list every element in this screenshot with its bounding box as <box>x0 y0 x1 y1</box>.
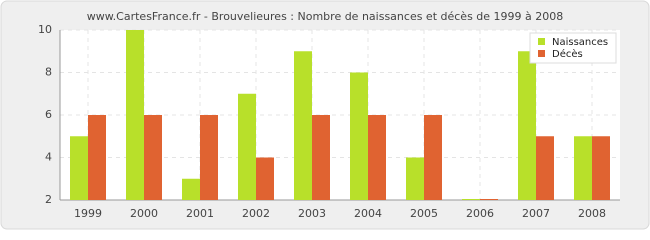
bar <box>200 115 218 200</box>
bar <box>406 157 424 200</box>
bar <box>70 136 88 200</box>
y-tick-label: 2 <box>45 193 52 206</box>
bar <box>238 93 256 200</box>
bar <box>480 199 498 200</box>
bar <box>368 115 386 200</box>
legend-swatch <box>538 38 545 45</box>
y-tick-label: 6 <box>45 108 52 121</box>
bar <box>144 115 162 200</box>
x-tick-label: 2000 <box>130 207 158 220</box>
x-tick-label: 2008 <box>578 207 606 220</box>
x-tick-label: 2007 <box>522 207 550 220</box>
legend-label: Naissances <box>552 37 608 48</box>
x-tick-label: 2005 <box>410 207 438 220</box>
bar <box>350 72 368 200</box>
bar <box>88 115 106 200</box>
x-tick-label: 1999 <box>74 207 102 220</box>
y-tick-label: 8 <box>45 66 52 79</box>
bar <box>592 136 610 200</box>
bar <box>462 199 480 200</box>
page: {"chart_data": {"type": "bar", "title": … <box>0 0 650 230</box>
bar <box>294 51 312 200</box>
x-tick-label: 2006 <box>466 207 494 220</box>
x-tick-label: 2003 <box>298 207 326 220</box>
bar <box>574 136 592 200</box>
legend-swatch <box>538 50 545 57</box>
bar <box>518 51 536 200</box>
x-tick-label: 2001 <box>186 207 214 220</box>
bar <box>424 115 442 200</box>
chart: www.CartesFrance.fr - Brouvelieures : No… <box>0 0 650 230</box>
bar <box>182 178 200 200</box>
bar <box>256 157 274 200</box>
x-tick-label: 2002 <box>242 207 270 220</box>
bar <box>126 30 144 200</box>
y-tick-label: 10 <box>38 23 52 36</box>
legend-label: Décès <box>552 48 583 60</box>
x-tick-label: 2004 <box>354 207 382 220</box>
chart-title: www.CartesFrance.fr - Brouvelieures : No… <box>87 10 564 23</box>
bar <box>536 136 554 200</box>
y-tick-label: 4 <box>45 151 52 164</box>
bar <box>312 115 330 200</box>
